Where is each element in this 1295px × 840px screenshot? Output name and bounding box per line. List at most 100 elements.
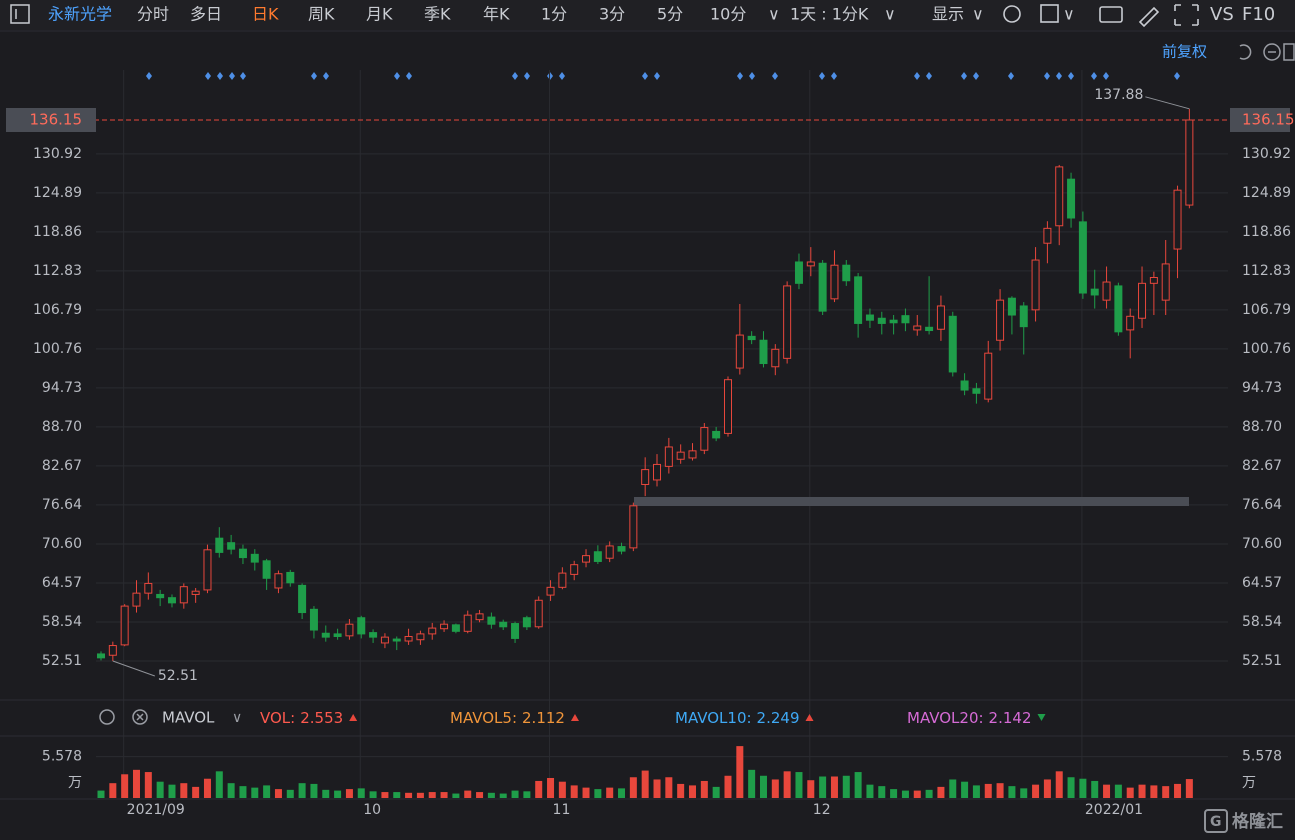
y-tick-label: 76.64 [42,497,82,513]
candle-body [842,264,851,282]
candle-body [664,446,673,467]
trend-arrow [805,714,814,721]
period-select[interactable]: 1天 : 1分K [790,5,869,24]
f10-button[interactable]: F10 [1242,4,1275,25]
last-price-label: 136.15 [1242,110,1295,128]
candle-body [286,571,295,584]
indicator-settings[interactable] [99,709,115,725]
volume-bar [937,786,945,798]
volume-bar [1138,784,1146,798]
volume-bar [334,790,342,798]
last-price-box [1230,107,1290,132]
volume-bar [1174,783,1182,798]
dropdown-arrow[interactable]: ∨ [972,5,984,24]
volume-bar [972,785,980,798]
candle-body [274,573,283,589]
candle-body [605,545,614,559]
high-label: 137.88 [1094,87,1143,103]
candle-body [428,627,437,635]
candle-body [1138,282,1147,319]
x-tick-label: 12 [813,802,831,818]
candle-body [735,334,744,369]
volume-bar [1043,779,1051,798]
volume-bar [890,789,898,798]
candle-body [345,623,354,637]
fullscreen-icon[interactable] [1174,4,1199,26]
x-tick-label: 2021/09 [127,802,185,818]
candle-body [771,348,780,368]
candle-body [511,623,520,639]
x-tick-label: 10 [363,802,381,818]
candle-body [996,299,1005,341]
candle-body [688,450,697,459]
draw-icon[interactable] [1040,4,1059,23]
panel-icon[interactable] [1283,43,1295,61]
volume-bar [748,769,756,798]
tab[interactable]: 5分 [657,5,683,24]
tab[interactable]: 周K [308,5,335,24]
volume-bar [1185,779,1193,798]
tab[interactable]: 日K [252,5,279,24]
volume-bar [192,786,200,798]
tab[interactable]: 季K [424,5,451,24]
vs-button[interactable]: VS [1210,4,1234,25]
settings-icon[interactable] [1003,5,1021,23]
legend-item: MAVOL20: 2.142 [907,709,1032,727]
volume-bar [594,789,602,798]
candle-body [404,635,413,642]
tab[interactable]: 多日 [190,5,222,24]
volume-bar [771,779,779,798]
reset-icon[interactable] [1239,44,1252,60]
y-tick-label: 130.92 [33,146,82,162]
candle-body [865,314,874,321]
unit-label: 万 [1242,775,1256,791]
y-tick-label: 130.92 [1242,146,1291,162]
grid: 52.51 52.51 58.54 58.54 64.57 64.57 70.60 70.60… [33,70,1291,818]
volume-bar [949,779,957,798]
y-tick-label: 106.79 [33,302,82,318]
indicator-close[interactable] [132,709,148,725]
volume-bar [570,785,578,798]
candle-body [262,560,271,579]
display-button[interactable]: 显示 [932,5,964,24]
candle-body [1043,227,1052,244]
volume-bar [345,789,353,798]
volume-bar [97,790,105,798]
candle-body [712,430,721,439]
candle-body [901,315,910,324]
tab[interactable]: 月K [366,5,393,24]
dropdown-arrow[interactable]: ∨ [1063,5,1075,24]
tab[interactable]: 年K [483,5,510,24]
volume-bar [1162,786,1170,798]
candle-body [380,636,389,644]
menu-icon[interactable] [10,4,30,24]
tab[interactable]: 1分 [541,5,567,24]
y-tick-label: 118.86 [33,224,82,240]
y-tick-label: 5.578 [1242,749,1282,765]
volume-bar [464,790,472,798]
zoom-out-icon[interactable] [1263,43,1281,61]
camera-icon[interactable] [1099,6,1123,23]
candle-body [1185,119,1194,206]
candle-body [333,633,342,637]
dropdown-arrow[interactable]: ∨ [768,5,780,24]
volume-bar [1055,771,1063,798]
y-tick-label: 82.67 [42,458,82,474]
pen-icon[interactable] [1138,6,1160,28]
dropdown-arrow[interactable]: ∨ [884,5,896,24]
y-tick-label: 118.86 [1242,224,1291,240]
dropdown-arrow[interactable]: ∨ [232,710,242,726]
adjust-button[interactable]: 前复权 [1162,43,1207,61]
volume-bar [783,771,791,798]
indicator-name[interactable]: MAVOL [162,709,215,727]
y-tick-label: 82.67 [1242,458,1282,474]
tab[interactable]: 3分 [599,5,625,24]
stock-name[interactable]: 永新光学 [48,5,112,24]
y-tick-label: 106.79 [1242,302,1291,318]
low-pointer [112,660,155,677]
indicator-close-x [136,713,144,721]
tab[interactable]: 分时 [137,5,169,24]
tab[interactable]: 10分 [710,5,746,24]
volume-bar [653,779,661,798]
candle-body [499,621,508,628]
